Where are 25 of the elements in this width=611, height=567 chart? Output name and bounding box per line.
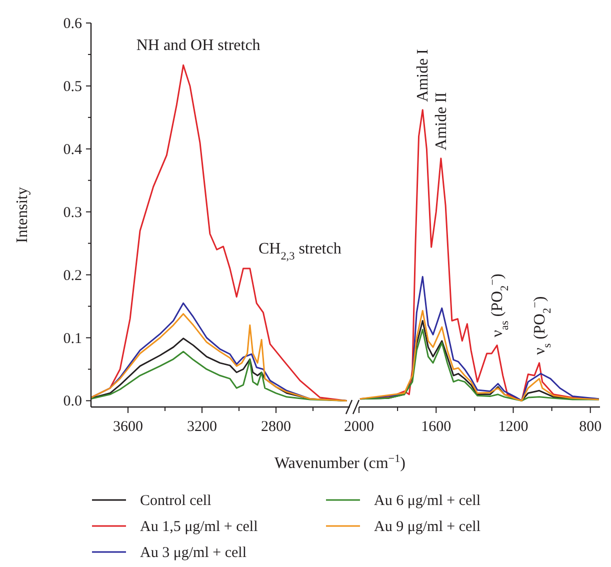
y-tick-label: 0.3 <box>63 204 82 221</box>
x-axis-title: Wavenumber (cm$^{−1}$) <box>274 453 406 472</box>
annotation: Amide I <box>414 48 432 102</box>
x-tick-label: 800 <box>579 419 602 435</box>
x-tick-label: 1600 <box>421 419 452 435</box>
annotation: Amide II <box>432 92 450 150</box>
y-tick-label: 0.4 <box>63 142 82 158</box>
x-tick-label: 2000 <box>344 419 374 435</box>
annotation: CH$_{2,3}$ stretch <box>258 240 342 263</box>
legend-label: Au 6 μg/ml + cell <box>374 493 480 509</box>
legend-label: Au 3 μg/ml + cell <box>140 545 246 561</box>
y-tick-label: 0.2 <box>63 268 82 284</box>
legend-label: Au 1,5 μg/ml + cell <box>140 519 258 535</box>
annotation: NH and OH stretch <box>136 37 260 54</box>
legend-label: Au 9 μg/ml + cell <box>374 519 480 535</box>
x-tick-label: 3200 <box>187 419 217 435</box>
y-tick-label: 0.5 <box>63 78 82 95</box>
y-axis-title: Intensity <box>14 187 31 243</box>
y-tick-label: 0.1 <box>63 330 82 347</box>
y-tick-label: 0.0 <box>63 394 82 410</box>
x-tick-label: 2800 <box>261 419 291 435</box>
y-tick-label: 0.6 <box>63 16 82 32</box>
legend-label: Control cell <box>140 493 212 509</box>
x-tick-label: 1200 <box>498 419 528 435</box>
x-tick-label: 3600 <box>113 419 143 435</box>
